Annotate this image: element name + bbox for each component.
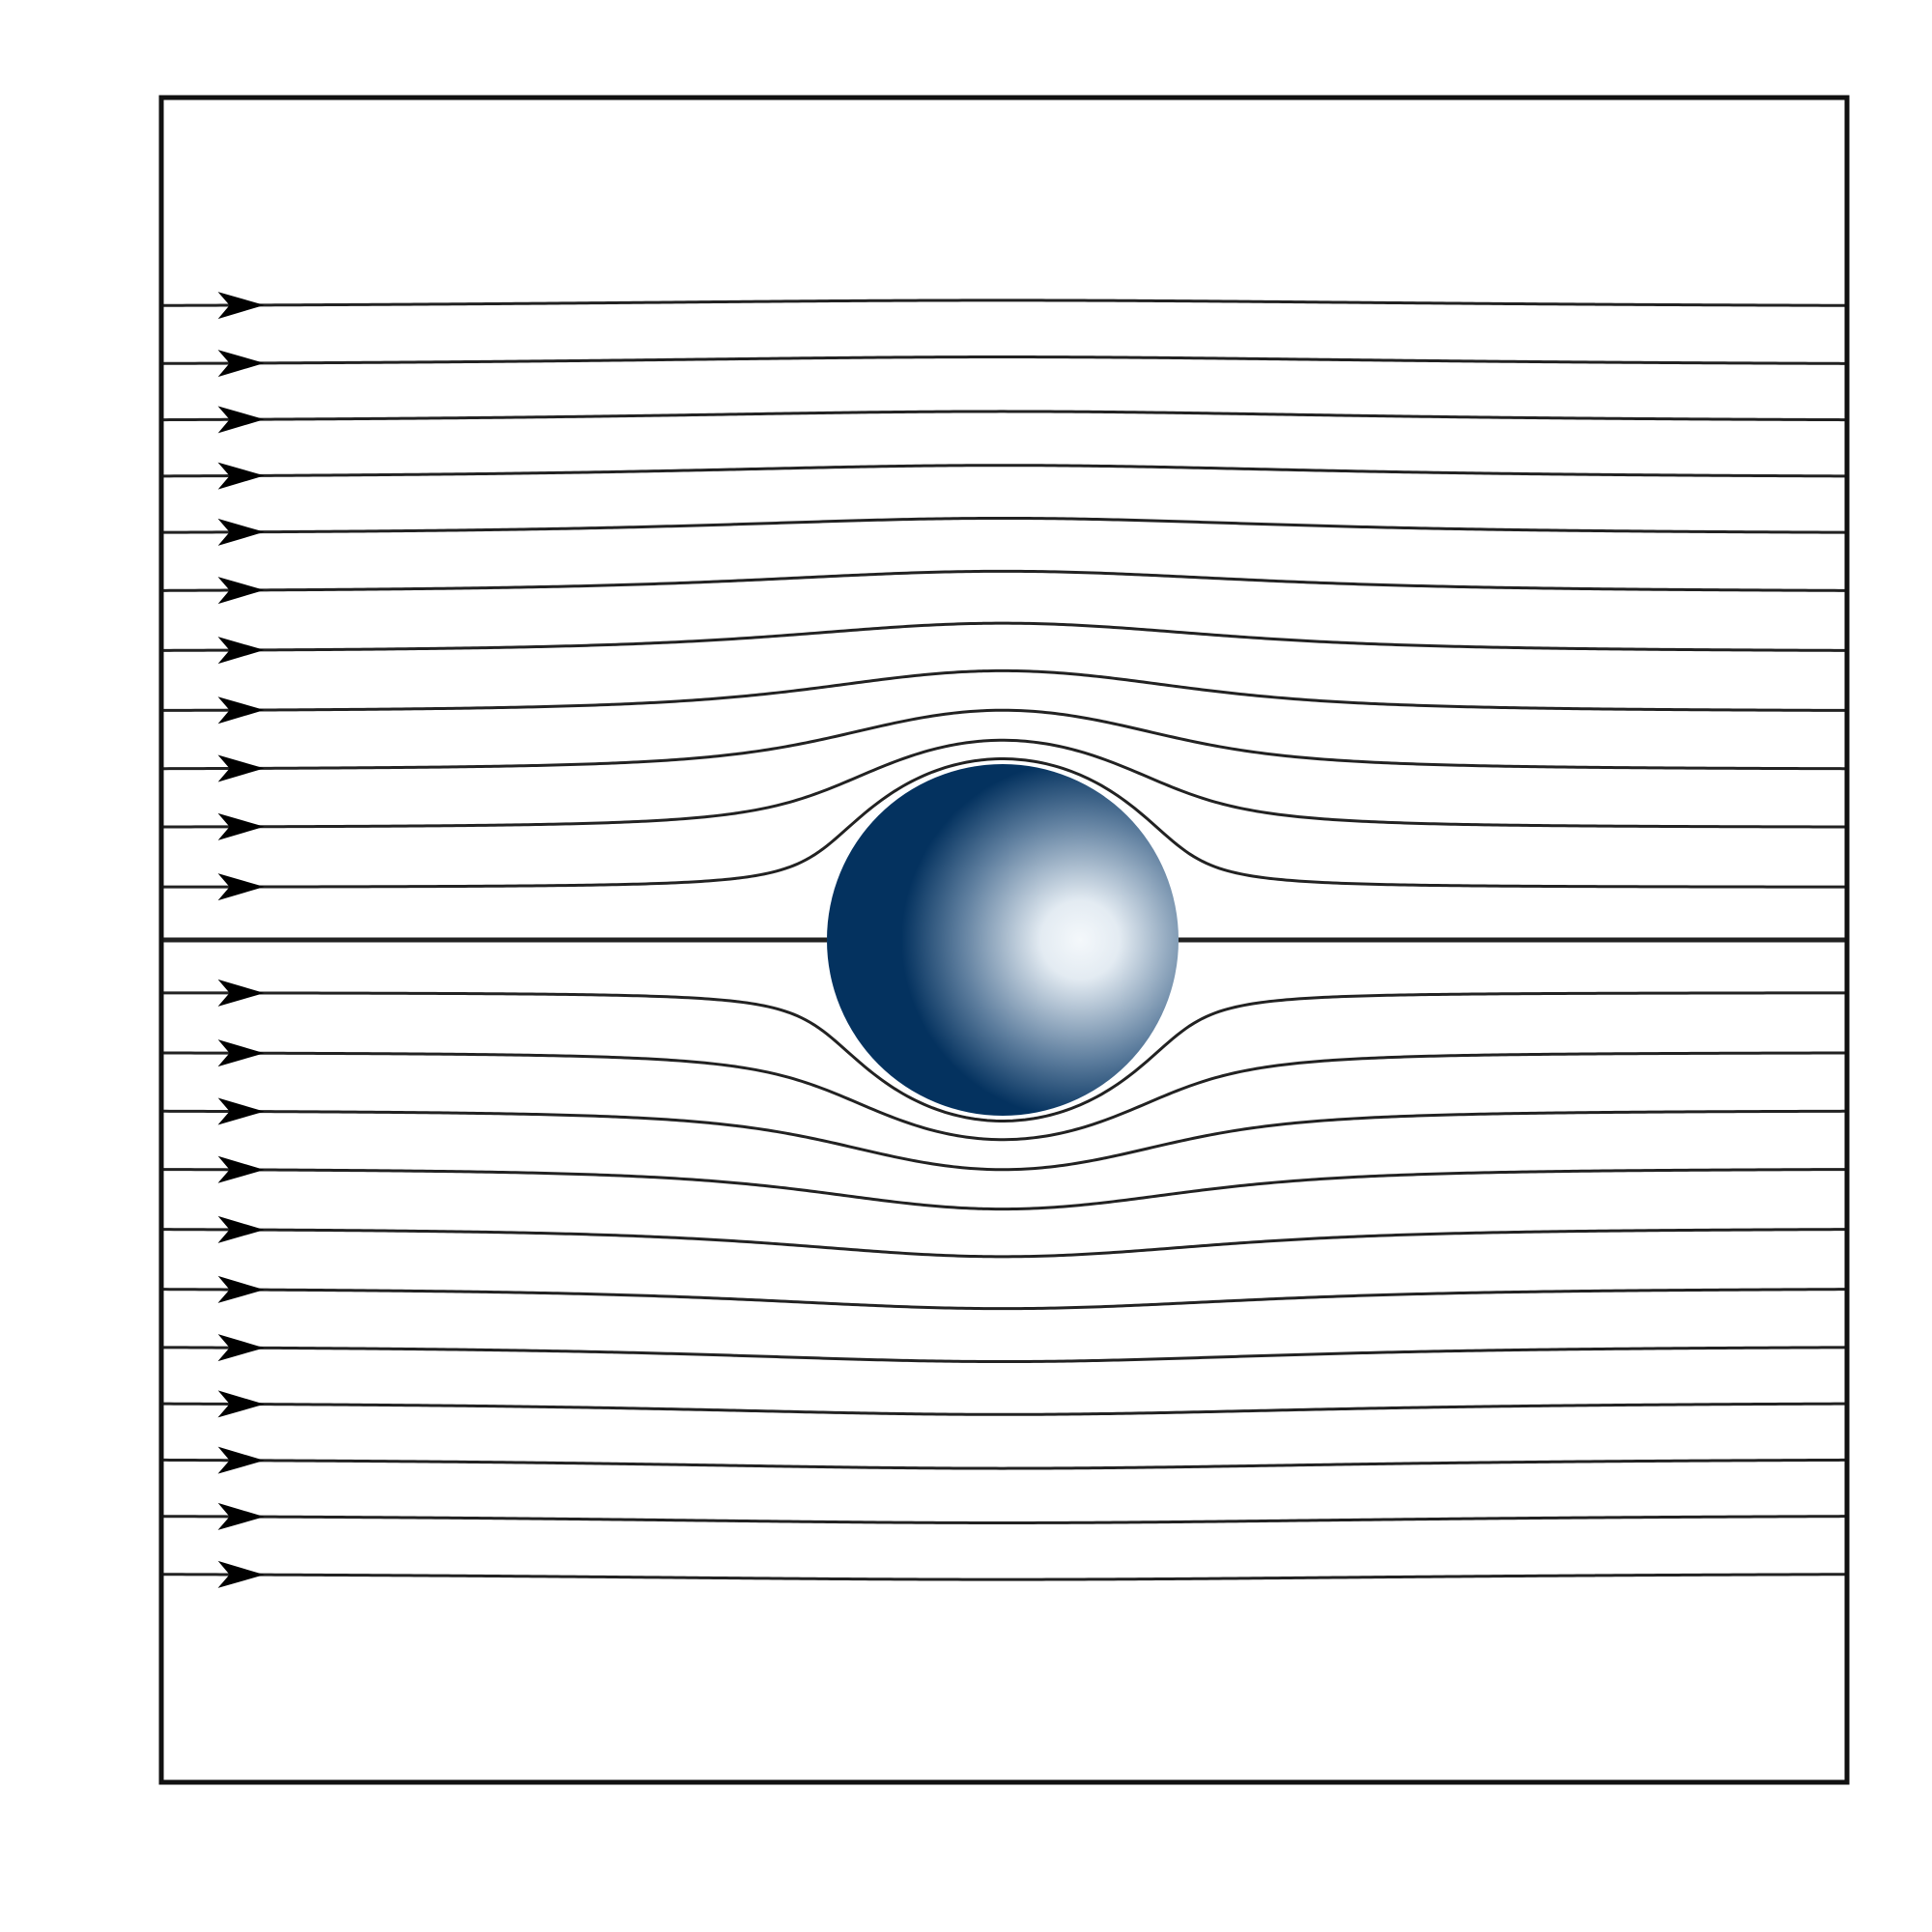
domain-frame bbox=[158, 95, 1850, 1785]
sphere-obstacle bbox=[827, 764, 1179, 1116]
streamline bbox=[160, 1346, 1848, 1364]
streamline bbox=[160, 1402, 1848, 1416]
flow-arrow bbox=[217, 350, 265, 378]
streamline bbox=[161, 991, 1847, 1122]
streamline bbox=[160, 355, 1848, 365]
flow-arrow bbox=[217, 292, 265, 320]
flow-arrow bbox=[217, 1275, 265, 1303]
streamline bbox=[160, 708, 1848, 771]
streamline bbox=[160, 621, 1848, 652]
streamline bbox=[160, 1458, 1848, 1470]
flow-arrow bbox=[217, 406, 265, 434]
streamline bbox=[160, 1515, 1848, 1524]
flow-arrow bbox=[217, 1390, 265, 1418]
flow-arrow bbox=[217, 1560, 265, 1588]
streamline bbox=[161, 757, 1847, 889]
streamlines-group bbox=[160, 298, 1848, 1581]
streamline bbox=[160, 516, 1848, 534]
streamline bbox=[160, 410, 1848, 422]
flow-arrow bbox=[217, 577, 265, 605]
flow-arrow bbox=[217, 1039, 265, 1067]
flow-arrow bbox=[217, 462, 265, 490]
flow-arrow bbox=[217, 873, 265, 901]
flow-arrow bbox=[217, 754, 265, 782]
streamline bbox=[160, 668, 1848, 712]
streamline bbox=[160, 738, 1847, 829]
streamline bbox=[160, 1109, 1848, 1172]
streamline bbox=[160, 298, 1848, 307]
flow-arrows-group bbox=[217, 292, 265, 1588]
streamline bbox=[160, 1168, 1848, 1211]
flow-arrow bbox=[217, 812, 265, 840]
flow-arrow bbox=[217, 637, 265, 665]
flow-arrow bbox=[217, 1502, 265, 1530]
flow-arrow bbox=[217, 1334, 265, 1362]
flow-arrow bbox=[217, 1097, 265, 1125]
flow-arrow bbox=[217, 979, 265, 1007]
streamline bbox=[160, 464, 1848, 478]
flow-arrow bbox=[217, 1446, 265, 1474]
streamline bbox=[160, 1228, 1848, 1259]
streamline bbox=[160, 569, 1848, 592]
flow-arrow bbox=[217, 1155, 265, 1183]
streamline bbox=[160, 1573, 1848, 1581]
streamline bbox=[160, 1051, 1847, 1142]
flow-arrow bbox=[217, 696, 265, 724]
streamline bbox=[160, 1288, 1848, 1311]
flow-arrow bbox=[217, 518, 265, 546]
flow-arrow bbox=[217, 1215, 265, 1243]
